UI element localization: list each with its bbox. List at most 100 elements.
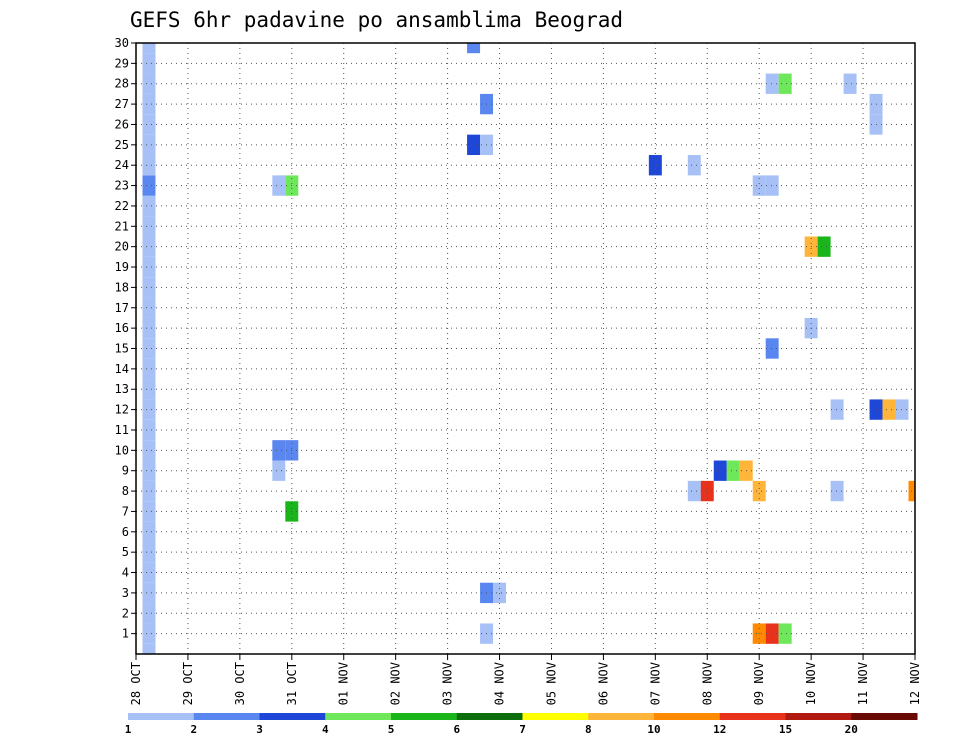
colorbar-label: 7 (519, 723, 526, 736)
precip-cell (142, 399, 156, 420)
precip-cell (142, 73, 156, 94)
colorbar-label: 1 (125, 723, 132, 736)
precip-cell (142, 53, 156, 74)
precip-cell (700, 480, 714, 502)
chart-title: GEFS 6hr padavine po ansamblima Beograd (130, 8, 623, 32)
x-tick-label: 10 NOV (804, 662, 818, 705)
y-tick-label: 13 (115, 382, 129, 396)
precip-cell (142, 155, 156, 176)
y-tick-label: 3 (122, 586, 129, 600)
y-tick-label: 9 (122, 464, 129, 478)
precip-cell (142, 134, 156, 156)
x-tick-label: 06 NOV (596, 662, 610, 705)
precip-cell (830, 480, 844, 502)
precip-cell (765, 175, 779, 196)
colorbar-swatch (588, 713, 655, 720)
precip-cell (142, 541, 156, 563)
y-tick-label: 27 (115, 97, 129, 111)
y-tick-label: 20 (115, 240, 129, 254)
colorbar-swatch (259, 713, 326, 720)
precip-cell (752, 175, 766, 196)
precip-cell (142, 358, 156, 380)
precip-cell (726, 460, 740, 481)
precip-cell (142, 236, 156, 257)
y-tick-label: 4 (122, 566, 129, 580)
precip-cell (648, 155, 662, 176)
colorbar-swatch (193, 713, 260, 720)
colorbar-swatch (391, 713, 458, 720)
x-tick-label: 08 NOV (700, 662, 714, 705)
precip-cell (142, 582, 156, 604)
precip-cell (142, 216, 156, 237)
y-tick-label: 26 (115, 117, 129, 131)
precip-cell (142, 297, 156, 318)
precip-cell (142, 480, 156, 502)
colorbar-swatch (719, 713, 786, 720)
precip-cell (272, 460, 286, 481)
colorbar-label: 20 (845, 723, 858, 736)
colorbar-swatch (522, 713, 589, 720)
precip-cell (752, 480, 766, 502)
y-tick-label: 29 (115, 56, 129, 70)
precip-cell (142, 419, 156, 441)
colorbar-label: 15 (779, 723, 792, 736)
y-tick-label: 18 (115, 280, 129, 294)
precip-cell (142, 93, 156, 115)
y-tick-label: 2 (122, 606, 129, 620)
y-tick-label: 21 (115, 219, 129, 233)
x-tick-label: 09 NOV (752, 662, 766, 705)
colorbar-label: 6 (453, 723, 460, 736)
y-tick-label: 19 (115, 260, 129, 274)
axes: 1234567891011121314151617181920212223242… (115, 36, 922, 705)
x-tick-label: 04 NOV (493, 662, 507, 705)
y-tick-label: 12 (115, 403, 129, 417)
y-tick-label: 11 (115, 423, 129, 437)
precip-cell (142, 114, 156, 135)
precip-cell (687, 480, 701, 502)
precip-cell (142, 501, 156, 522)
y-tick-label: 7 (122, 504, 129, 518)
precip-cell (142, 562, 156, 583)
colorbar-swatch (654, 713, 721, 720)
precipitation-cells (142, 43, 915, 654)
precip-cell (142, 379, 156, 400)
colorbar-swatch (128, 713, 195, 720)
colorbar-swatch (456, 713, 523, 720)
precip-cell (142, 521, 156, 542)
x-tick-label: 11 NOV (856, 662, 870, 705)
y-tick-label: 17 (115, 301, 129, 315)
colorbar-swatch (785, 713, 852, 720)
precip-cell (142, 256, 156, 278)
x-tick-label: 12 NOV (908, 662, 922, 705)
precip-cell (713, 460, 727, 481)
precip-cell (467, 134, 481, 156)
precip-cell (765, 73, 779, 94)
colorbar-swatch (325, 713, 392, 720)
precip-cell (843, 73, 857, 94)
x-tick-label: 05 NOV (544, 662, 558, 705)
colorbar-label: 5 (388, 723, 395, 736)
precip-cell (142, 175, 156, 196)
y-tick-label: 15 (115, 342, 129, 356)
precip-cell (272, 175, 286, 196)
x-tick-label: 29 OCT (181, 662, 195, 705)
precip-cell (830, 399, 844, 420)
precip-cell (142, 623, 156, 644)
y-tick-label: 30 (115, 36, 129, 50)
precip-cell (142, 277, 156, 298)
y-tick-label: 14 (115, 362, 129, 376)
colorbar-label: 2 (190, 723, 197, 736)
precip-cell (142, 338, 156, 359)
precip-cell (882, 399, 896, 420)
colorbar-label: 4 (322, 723, 329, 736)
precip-cell (765, 338, 779, 359)
precip-cell (778, 73, 792, 94)
x-tick-label: 30 OCT (233, 662, 247, 705)
precip-cell (895, 399, 909, 420)
x-tick-label: 02 NOV (389, 662, 403, 705)
precip-cell (142, 43, 156, 54)
y-tick-label: 25 (115, 138, 129, 152)
precip-cell (142, 643, 156, 654)
colorbar-label: 10 (647, 723, 660, 736)
